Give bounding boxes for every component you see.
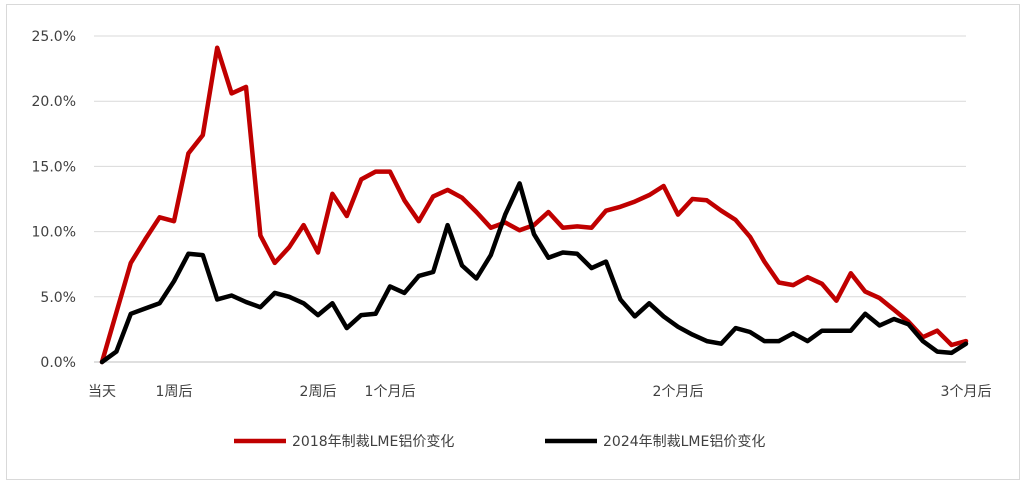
legend-label: 2018年制裁LME铝价变化 bbox=[292, 434, 454, 450]
y-axis-tick-labels: 0.0% 5.0% 10.0% 15.0% 20.0% 25.0% bbox=[32, 29, 76, 371]
series-lines bbox=[99, 45, 969, 365]
y-tick-label: 0.0% bbox=[40, 355, 76, 371]
x-axis-tick-labels: 当天 1周后 2周后 1个月后 2个月后 3个月后 bbox=[88, 384, 991, 400]
y-tick-label: 25.0% bbox=[32, 29, 76, 45]
x-tick-label: 1个月后 bbox=[365, 384, 416, 400]
legend: 2018年制裁LME铝价变化 2024年制裁LME铝价变化 bbox=[234, 434, 765, 450]
y-tick-label: 15.0% bbox=[32, 159, 76, 175]
x-tick-label: 1周后 bbox=[156, 384, 193, 400]
series-line-1 bbox=[99, 45, 969, 365]
y-tick-label: 20.0% bbox=[32, 94, 76, 110]
series-line-2 bbox=[99, 181, 969, 365]
x-tick-label: 2个月后 bbox=[653, 384, 704, 400]
x-tick-label: 2周后 bbox=[300, 384, 337, 400]
gridlines bbox=[94, 35, 966, 363]
y-tick-label: 10.0% bbox=[32, 225, 76, 241]
x-tick-label: 当天 bbox=[88, 384, 116, 400]
y-tick-label: 5.0% bbox=[40, 290, 76, 306]
x-tick-label: 3个月后 bbox=[941, 384, 992, 400]
legend-label: 2024年制裁LME铝价变化 bbox=[603, 434, 765, 450]
chart-frame bbox=[6, 4, 1020, 480]
